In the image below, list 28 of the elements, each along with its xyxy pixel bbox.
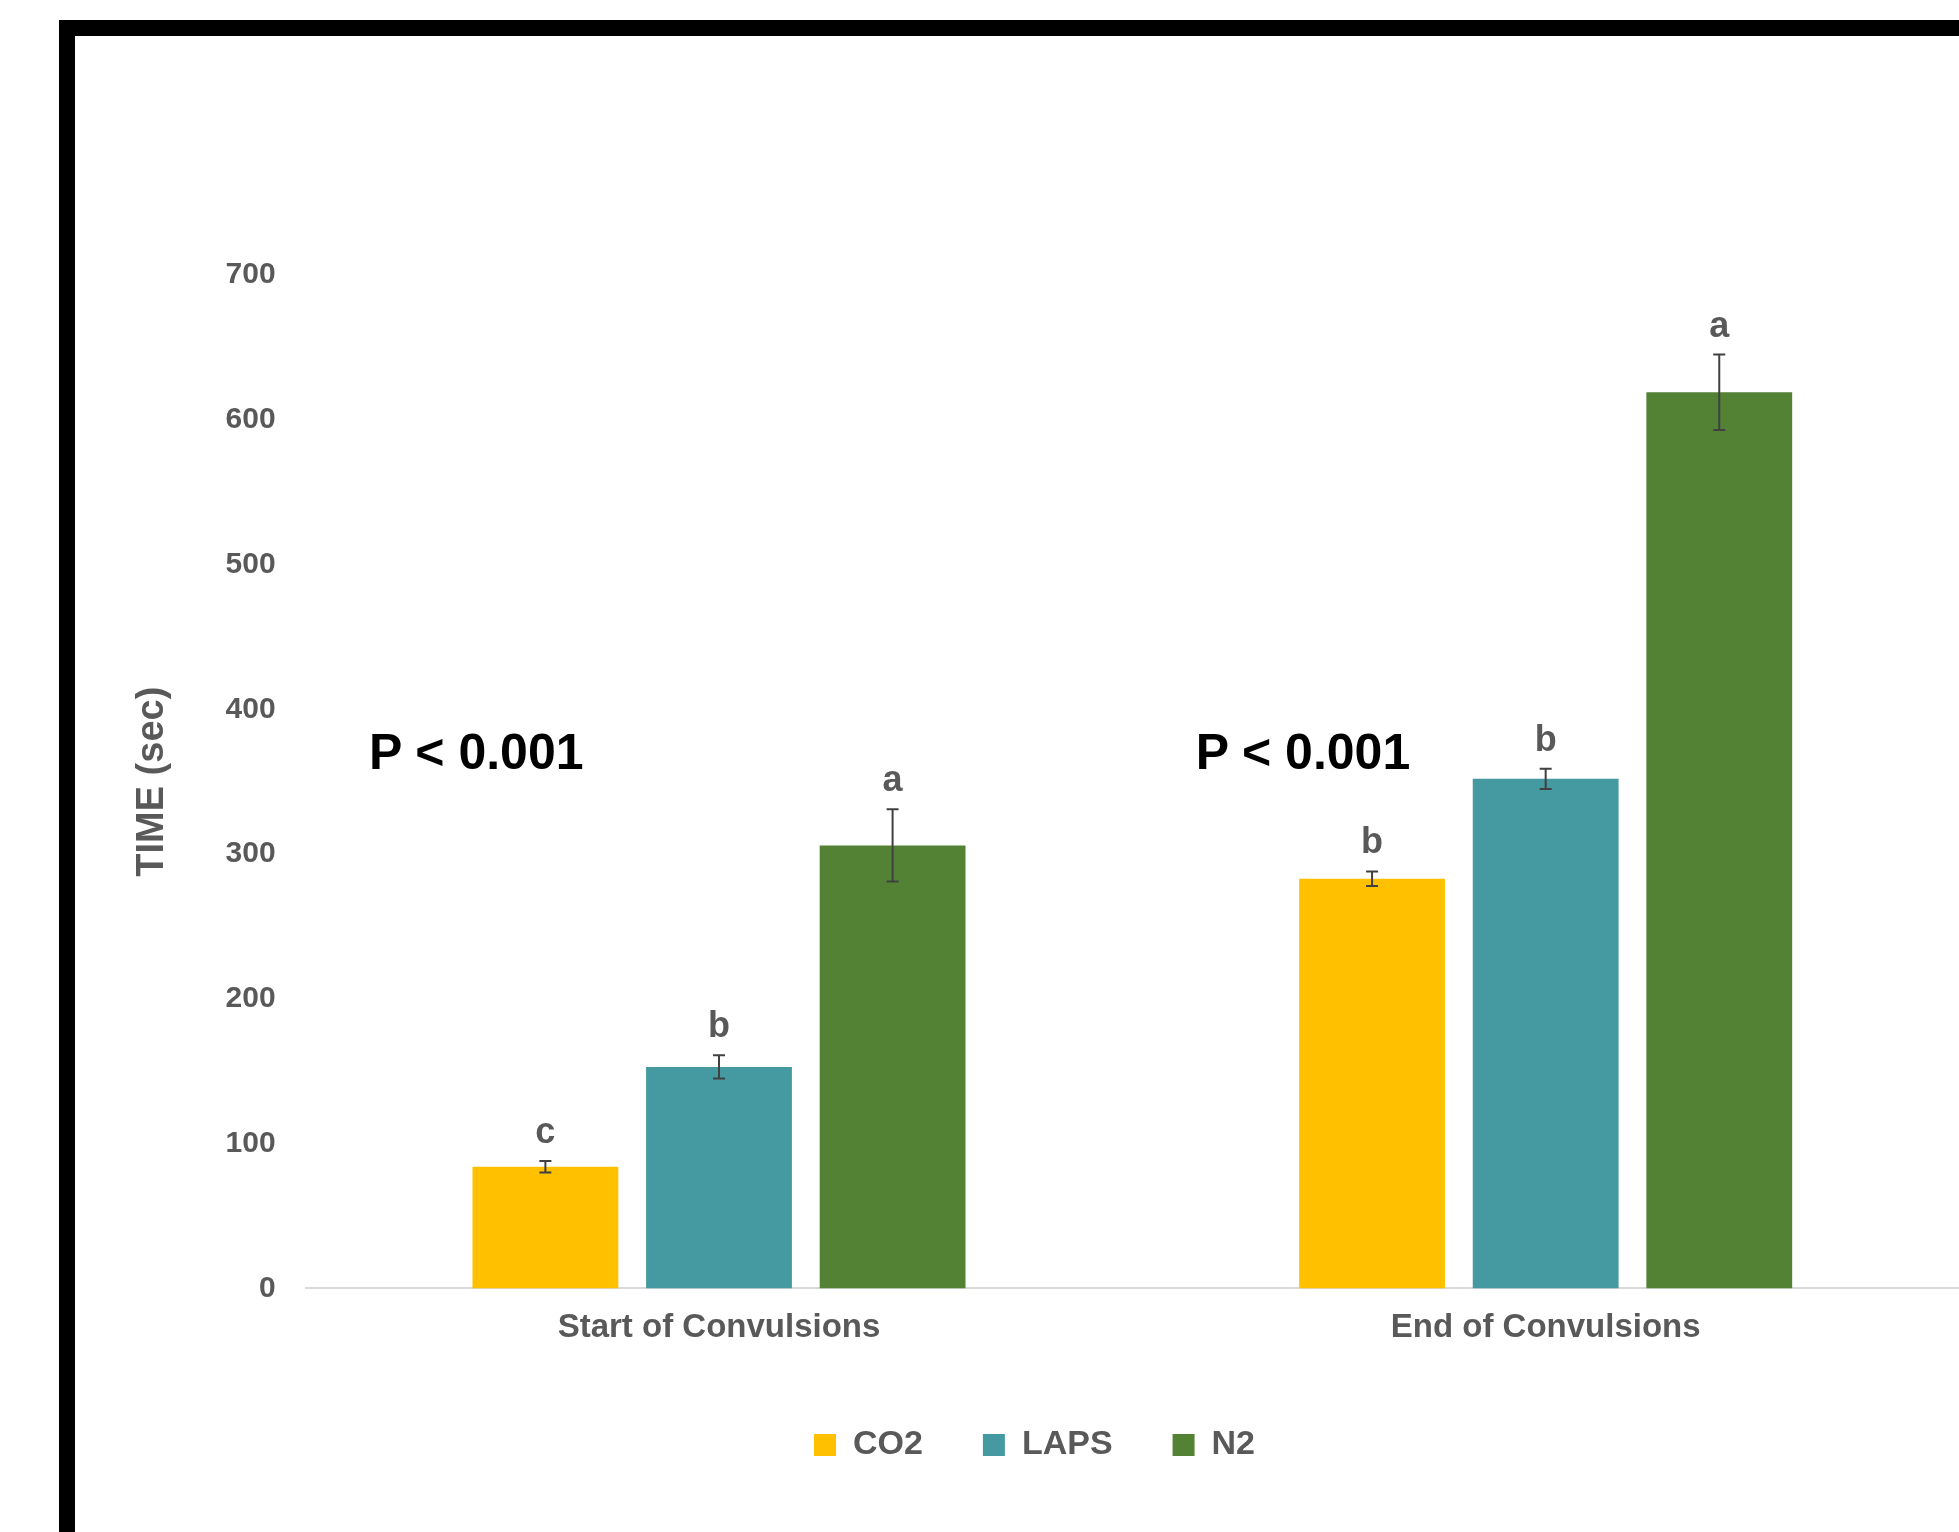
y-tick-label: 500 (225, 545, 276, 579)
x-tick-label: Start of Convulsions (557, 1307, 881, 1345)
legend-label: CO2 (852, 1423, 923, 1462)
annotation: P < 0.001 (1195, 724, 1411, 781)
data-label: b (707, 1004, 730, 1046)
bar (1472, 778, 1619, 1289)
data-label: c (535, 1109, 556, 1151)
y-tick-label: 300 (225, 835, 276, 869)
y-tick-label: 0 (258, 1269, 276, 1303)
bar (819, 845, 966, 1289)
data-label: b (1361, 820, 1384, 862)
data-label: b (1534, 717, 1557, 759)
bar (472, 1166, 619, 1289)
y-tick-label: 200 (225, 980, 276, 1014)
annotation: P < 0.001 (368, 724, 584, 781)
y-tick-label: 400 (225, 690, 276, 724)
y-tick-label: 700 (225, 256, 276, 290)
y-tick-label: 600 (225, 401, 276, 435)
bar (646, 1066, 792, 1289)
data-label: a (882, 758, 904, 800)
legend-label: LAPS (1021, 1423, 1113, 1462)
x-tick-label: End of Convulsions (1390, 1307, 1701, 1345)
bar (1646, 392, 1793, 1289)
bar (1299, 878, 1445, 1289)
legend-label: N2 (1211, 1423, 1256, 1462)
data-label: a (1709, 303, 1731, 345)
y-axis-title: TIME (sec) (129, 686, 172, 877)
y-tick-label: 100 (225, 1124, 276, 1158)
